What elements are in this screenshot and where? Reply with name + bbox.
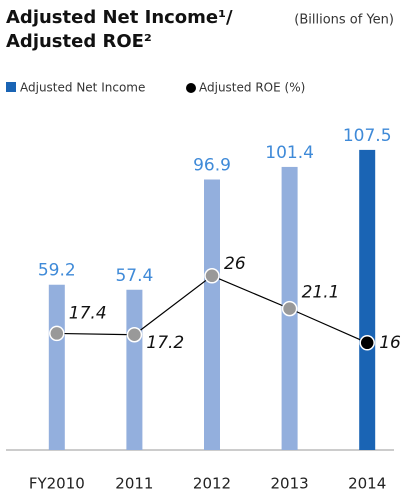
bar <box>359 149 376 451</box>
data-label: 101.4 <box>265 143 314 163</box>
point <box>281 300 298 317</box>
data-label: 96.9 <box>193 155 231 175</box>
x-tick-label: 2011 <box>115 475 153 493</box>
chart-title: Adjusted ROE² <box>6 31 152 52</box>
data-label: 16 <box>379 333 401 353</box>
legend-swatch <box>186 83 196 93</box>
legend-label: Adjusted ROE (%) <box>199 81 305 95</box>
bar <box>126 289 143 450</box>
data-label: 26 <box>224 254 246 274</box>
point <box>49 325 65 342</box>
data-label: 17.2 <box>146 333 184 353</box>
data-label: 21.1 <box>302 283 340 303</box>
data-label: 57.4 <box>115 266 153 286</box>
x-tick-label: 2014 <box>348 475 386 493</box>
data-label: 107.5 <box>343 126 392 146</box>
point <box>126 327 143 343</box>
chart-subtitle: (Billions of Yen) <box>294 13 394 28</box>
data-label: 59.2 <box>38 261 76 281</box>
data-label: 17.4 <box>69 303 107 323</box>
x-tick-label: 2012 <box>193 475 231 493</box>
x-tick-label: 2013 <box>271 475 309 493</box>
x-tick-label: FY2010 <box>29 475 85 493</box>
chart-title: Adjusted Net Income¹/ <box>6 7 233 28</box>
legend-label: Adjusted Net Income <box>20 81 145 95</box>
legend-swatch <box>6 82 16 92</box>
point <box>359 335 375 351</box>
point <box>204 268 220 284</box>
bar <box>48 284 65 450</box>
bar <box>204 179 220 451</box>
